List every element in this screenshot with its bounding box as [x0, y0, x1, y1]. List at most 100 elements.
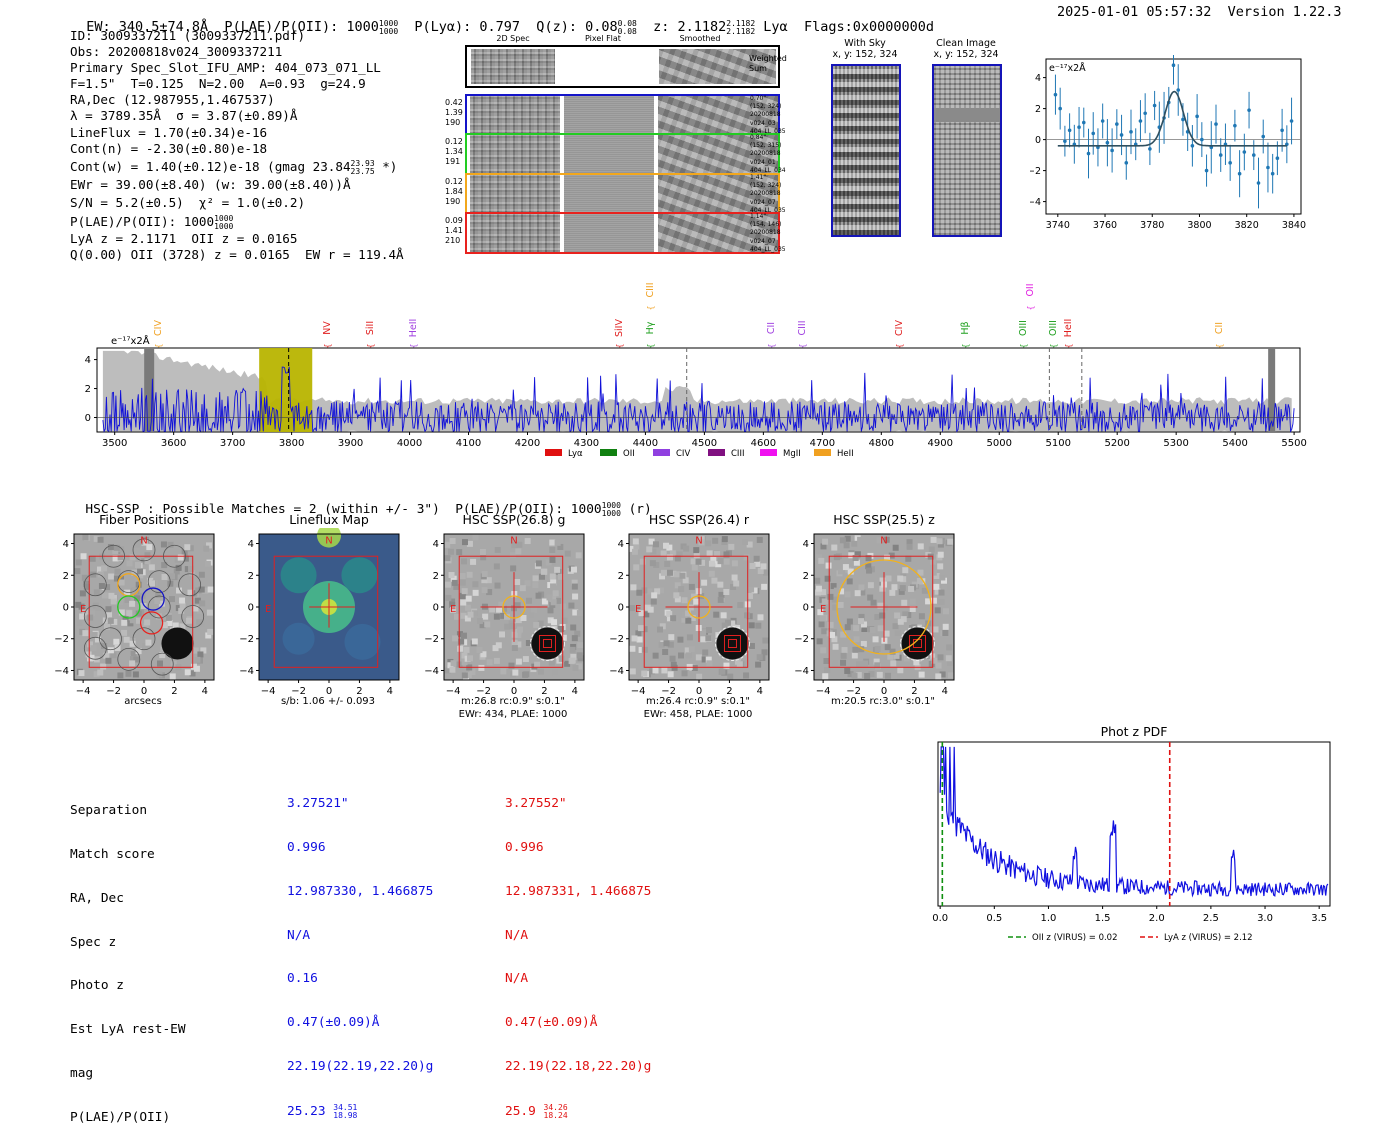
noise-pixel — [133, 541, 140, 548]
cutout-pixelflat — [564, 214, 654, 252]
photz-xtick-label: 3.0 — [1257, 913, 1273, 924]
noise-pixel — [467, 655, 474, 662]
noise-pixel — [762, 569, 769, 576]
noise-pixel — [685, 610, 692, 617]
noise-pixel — [931, 657, 938, 664]
hsc-panel-title: HSC SSP(26.8) g — [462, 512, 566, 527]
photz-xtick-label: 2.0 — [1149, 913, 1165, 924]
noise-pixel — [666, 610, 673, 617]
noise-pixel — [108, 573, 115, 580]
noise-pixel — [877, 625, 884, 632]
noise-pixel — [715, 632, 722, 639]
fit-point — [1105, 140, 1110, 145]
match-candidate-2: 3.27552" 0.996 12.987331, 1.466875 N/A N… — [505, 796, 652, 1120]
noise-pixel — [916, 577, 923, 584]
cutout-stat: 210 — [445, 236, 461, 245]
noise-pixel — [75, 559, 82, 566]
noise-pixel — [711, 577, 718, 584]
noise-pixel — [199, 621, 206, 628]
noise-pixel — [498, 631, 505, 638]
noise-pixel — [127, 620, 134, 627]
fit-point — [1148, 147, 1152, 151]
noise-pixel — [575, 552, 582, 559]
noise-pixel — [679, 572, 686, 579]
noise-pixel — [906, 543, 913, 550]
noise-pixel — [97, 571, 104, 578]
noise-pixel — [554, 539, 561, 546]
legend-swatch — [545, 449, 562, 456]
noise-pixel — [666, 615, 673, 622]
noise-pixel — [760, 563, 767, 570]
noise-pixel — [486, 589, 493, 596]
noise-pixel — [733, 580, 740, 587]
noise-pixel — [674, 555, 681, 562]
legend-label: CIV — [676, 449, 690, 459]
noise-pixel — [572, 593, 579, 600]
noise-pixel — [924, 625, 931, 632]
cutout-meta-line: 1.41" — [750, 174, 767, 181]
noise-pixel — [859, 589, 866, 596]
noise-pixel — [547, 607, 554, 614]
cutout-smoothed — [658, 214, 778, 252]
noise-pixel — [93, 671, 100, 678]
noise-pixel — [571, 635, 578, 642]
noise-pixel — [145, 639, 152, 646]
noise-pixel — [88, 610, 95, 617]
noise-pixel — [192, 647, 199, 654]
noise-pixel — [172, 622, 179, 629]
noise-pixel — [831, 636, 838, 643]
noise-pixel — [184, 566, 191, 573]
emission-line-label: CII — [766, 322, 777, 334]
noise-pixel — [629, 645, 636, 652]
noise-pixel — [719, 668, 726, 675]
legend-label: HeII — [837, 449, 854, 459]
noise-pixel — [881, 604, 888, 611]
noise-pixel — [551, 619, 558, 626]
noise-pixel — [135, 617, 142, 624]
cutout-stat: 191 — [445, 157, 461, 166]
col-label-pixelflat: Pixel Flat — [585, 34, 621, 43]
noise-pixel — [748, 586, 755, 593]
cutout-2dspec — [470, 135, 560, 173]
noise-pixel — [564, 550, 571, 557]
noise-pixel — [947, 538, 954, 545]
noise-pixel — [142, 643, 149, 650]
noise-pixel — [650, 598, 657, 605]
noise-pixel — [937, 551, 944, 558]
noise-pixel — [118, 546, 125, 553]
noise-pixel — [824, 575, 831, 582]
legend-swatch — [600, 449, 617, 456]
noise-pixel — [820, 543, 827, 550]
noise-pixel — [110, 598, 117, 605]
noise-pixel — [123, 636, 130, 643]
fit-point — [1176, 88, 1181, 92]
noise-pixel — [746, 592, 753, 599]
noise-pixel — [552, 590, 559, 597]
noise-pixel — [937, 563, 944, 570]
detection-info: ID: 3009337211 (3009337211.pdf) Obs: 202… — [70, 28, 404, 262]
noise-pixel — [814, 589, 821, 596]
clean-image — [932, 64, 1002, 237]
noise-pixel — [909, 605, 916, 612]
noise-pixel — [82, 630, 89, 637]
match-aperture — [687, 595, 711, 619]
fit-xtick-label: 3740 — [1046, 220, 1070, 231]
cutout-meta-line: v024_03 — [750, 119, 776, 127]
timestamp-version: 2025-01-01 05:57:32 Version 1.22.3 — [1057, 4, 1342, 20]
noise-pixel — [528, 612, 535, 619]
noise-pixel — [827, 593, 834, 600]
noise-pixel — [482, 613, 489, 620]
noise-pixel — [570, 624, 577, 631]
fiber-circle — [147, 595, 171, 619]
noise-pixel — [186, 617, 193, 624]
noise-pixel — [576, 610, 583, 617]
cutout-meta-line: 20200818 — [750, 229, 781, 237]
noise-pixel — [461, 588, 468, 595]
noise-pixel — [168, 596, 175, 603]
noise-pixel — [160, 541, 167, 548]
noise-pixel — [95, 604, 102, 611]
hsc-xtick-label: −2 — [846, 686, 861, 697]
noise-pixel — [690, 558, 697, 565]
hsc-ytick-label: 0 — [433, 603, 439, 614]
fit-point — [1200, 137, 1204, 142]
